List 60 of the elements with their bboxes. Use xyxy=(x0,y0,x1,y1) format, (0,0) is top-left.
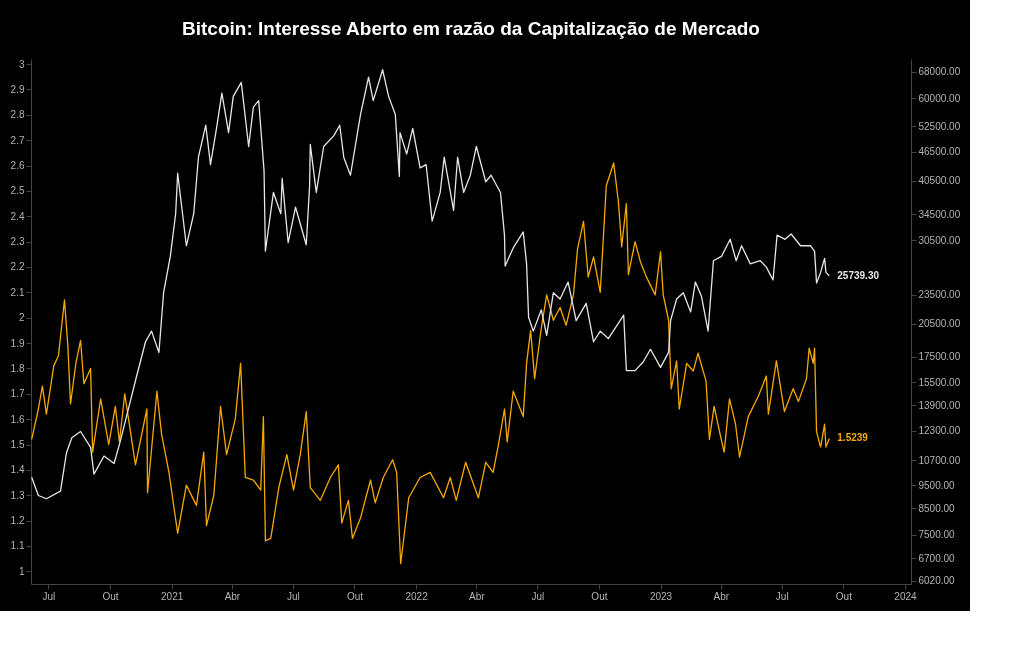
x-tick-label: 2022 xyxy=(405,590,429,602)
y2-tick-label: 30500.00 xyxy=(918,234,961,246)
y2-tick-label: 7500.00 xyxy=(918,529,956,541)
y-tick-label: 2.9 xyxy=(10,83,25,95)
y2-tick-label: 15500.00 xyxy=(918,376,961,388)
y2-tick-label: 12300.00 xyxy=(918,425,961,437)
y2-tick-label: 6700.00 xyxy=(918,552,956,564)
y-tick-label: 2.3 xyxy=(10,236,25,248)
x-tick-label: Jul xyxy=(531,590,545,602)
y-tick-label: 1.3 xyxy=(10,489,25,501)
line-series xyxy=(31,162,830,565)
y2-tick-label: 17500.00 xyxy=(918,351,961,363)
annotation: 1.5239 xyxy=(837,432,869,444)
x-tick-label: Out xyxy=(102,590,119,602)
y2-tick-label: 60000.00 xyxy=(918,92,961,104)
y2-tick-label: 68000.00 xyxy=(918,66,961,78)
chart-title: Bitcoin: Interesse Aberto em razão da Capitalização de Mercado xyxy=(182,18,760,39)
y-tick-label: 1.4 xyxy=(10,464,25,476)
y2-tick-label: 13900.00 xyxy=(918,399,961,411)
y-tick-label: 1.5 xyxy=(10,439,25,451)
y-tick-label: 3 xyxy=(18,58,25,70)
x-tick-label: Out xyxy=(591,590,608,602)
y2-tick-label: 20500.00 xyxy=(918,318,961,330)
y-tick-label: 2.2 xyxy=(10,261,25,273)
y2-tick-label: 34500.00 xyxy=(918,208,961,220)
x-tick-label: Jul xyxy=(775,590,789,602)
y2-tick-label: 52500.00 xyxy=(918,120,961,132)
x-tick-label: Jul xyxy=(286,590,300,602)
y2-tick-label: 6020.00 xyxy=(918,575,956,587)
y-tick-label: 2.4 xyxy=(10,210,25,222)
x-tick-label: Abr xyxy=(713,590,730,602)
annotation: 25739.30 xyxy=(837,269,880,281)
line-series xyxy=(31,69,830,500)
x-tick-label: 2021 xyxy=(161,590,184,602)
y-tick-label: 1.6 xyxy=(10,413,25,425)
y-tick-label: 1.2 xyxy=(10,515,25,527)
y2-tick-label: 10700.00 xyxy=(918,454,961,466)
y-tick-label: 2.7 xyxy=(10,134,25,146)
y-tick-label: 1.7 xyxy=(10,388,25,400)
y2-tick-label: 40500.00 xyxy=(918,175,961,187)
y2-tick-label: 9500.00 xyxy=(918,479,956,491)
x-tick-label: Out xyxy=(835,590,853,602)
y2-tick-label: 8500.00 xyxy=(918,502,956,514)
y-tick-label: 2 xyxy=(18,312,25,324)
x-tick-label: Out xyxy=(346,590,364,602)
x-tick-label: Abr xyxy=(224,590,241,602)
y2-tick-label: 23500.00 xyxy=(918,289,961,301)
x-tick-label: 2024 xyxy=(894,590,918,602)
x-tick-label: 2023 xyxy=(649,590,673,602)
y-tick-label: 1.1 xyxy=(10,540,25,552)
y-tick-label: 1.8 xyxy=(10,362,25,374)
y-tick-label: 2.5 xyxy=(10,185,25,197)
x-tick-label: Abr xyxy=(469,590,486,602)
y-tick-label: 2.8 xyxy=(10,109,25,121)
y-tick-label: 2.6 xyxy=(10,160,25,172)
y-tick-label: 1.9 xyxy=(10,337,25,349)
y2-tick-label: 46500.00 xyxy=(918,146,961,158)
x-tick-label: Jul xyxy=(42,590,56,602)
y-tick-label: 1 xyxy=(18,565,25,577)
y-tick-label: 2.1 xyxy=(10,286,25,298)
